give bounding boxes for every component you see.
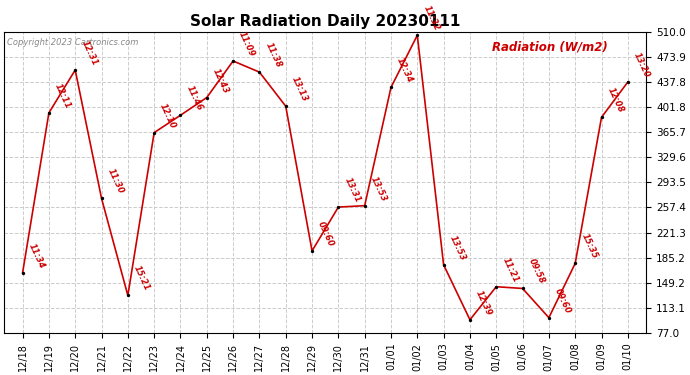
Text: Copyright 2023 Cartronics.com: Copyright 2023 Cartronics.com — [8, 38, 139, 47]
Text: 09:60: 09:60 — [316, 220, 336, 248]
Title: Solar Radiation Daily 20230111: Solar Radiation Daily 20230111 — [190, 14, 460, 29]
Point — [254, 69, 265, 75]
Point — [175, 112, 186, 118]
Text: 13:20: 13:20 — [632, 51, 651, 79]
Point — [491, 284, 502, 290]
Point — [570, 260, 581, 266]
Point — [70, 67, 81, 73]
Text: 11:21: 11:21 — [500, 256, 520, 284]
Text: 12:31: 12:31 — [79, 39, 99, 67]
Text: 09:60: 09:60 — [553, 287, 573, 315]
Text: 09:58: 09:58 — [526, 258, 546, 286]
Text: 15:21: 15:21 — [132, 264, 152, 292]
Point — [280, 103, 291, 109]
Text: 13:13: 13:13 — [290, 75, 309, 104]
Point — [412, 32, 423, 38]
Text: 12:08: 12:08 — [606, 86, 625, 114]
Point — [228, 58, 239, 64]
Text: 12:10: 12:10 — [158, 102, 178, 130]
Text: Radiation (W/m2): Radiation (W/m2) — [492, 41, 608, 54]
Point — [596, 114, 607, 120]
Point — [543, 315, 554, 321]
Point — [122, 292, 133, 298]
Point — [386, 84, 397, 90]
Point — [43, 110, 55, 116]
Point — [517, 285, 528, 291]
Text: 11:09: 11:09 — [237, 30, 257, 58]
Text: 12:34: 12:34 — [395, 57, 415, 85]
Text: 12:39: 12:39 — [474, 289, 493, 317]
Point — [17, 270, 28, 276]
Point — [622, 79, 633, 85]
Text: 13:53: 13:53 — [369, 175, 388, 203]
Point — [438, 262, 449, 268]
Text: 12:11: 12:11 — [53, 82, 72, 110]
Point — [306, 248, 317, 254]
Point — [201, 94, 213, 100]
Point — [96, 195, 107, 201]
Text: 11:32: 11:32 — [422, 4, 441, 33]
Text: 13:53: 13:53 — [448, 234, 467, 262]
Text: 13:31: 13:31 — [342, 176, 362, 204]
Point — [333, 204, 344, 210]
Point — [464, 317, 475, 323]
Text: 11:30: 11:30 — [106, 168, 125, 196]
Text: 15:35: 15:35 — [580, 232, 599, 261]
Text: 11:34: 11:34 — [27, 242, 46, 270]
Text: 11:38: 11:38 — [264, 41, 283, 69]
Text: 12:43: 12:43 — [211, 67, 230, 95]
Text: 11:46: 11:46 — [185, 84, 204, 112]
Point — [359, 202, 371, 208]
Point — [148, 130, 159, 136]
